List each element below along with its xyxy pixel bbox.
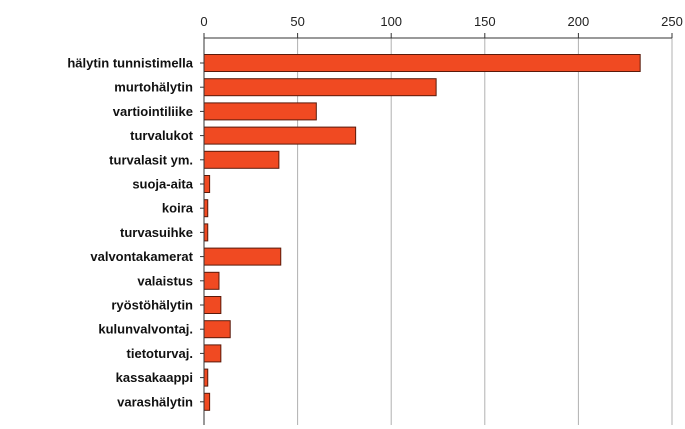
category-label: suoja-aita: [132, 177, 193, 192]
axes: [200, 33, 673, 425]
bar: [203, 368, 209, 387]
category-labels: hälytin tunnistimella murtohälytin vartioi…: [67, 56, 193, 410]
category-label: turvasuihke: [120, 225, 193, 240]
bar: [203, 296, 222, 314]
x-tick-labels: 0 50 100 150 200 250: [200, 14, 682, 29]
bars: [203, 54, 641, 411]
category-label: ryöstöhälytin: [111, 298, 193, 313]
category-label: valvontakamerat: [90, 249, 193, 264]
x-tick-label: 150: [474, 14, 496, 29]
bar: [203, 78, 437, 97]
category-label: koira: [162, 201, 194, 216]
bar: [203, 344, 222, 363]
category-label: kassakaappi: [116, 370, 193, 385]
bar: [203, 392, 211, 411]
category-label: tietoturvaj.: [127, 346, 193, 361]
bar: [203, 271, 220, 290]
category-label: turvalasit ym.: [109, 152, 193, 167]
category-label: kulunvalvontaj.: [98, 322, 193, 337]
grid-lines: [297, 38, 673, 425]
category-label: varashälytin: [117, 394, 193, 409]
bar: [203, 175, 211, 193]
x-tick-label: 0: [200, 14, 207, 29]
bar: [203, 247, 282, 266]
bar: [203, 223, 209, 242]
bar: [203, 320, 231, 339]
bar: [203, 199, 209, 218]
category-label: hälytin tunnistimella: [67, 56, 193, 71]
category-label: valaistus: [137, 273, 193, 288]
x-tick-label: 100: [380, 14, 402, 29]
bar: [203, 150, 280, 169]
x-tick-label: 200: [568, 14, 590, 29]
bar: [203, 126, 357, 145]
x-tick-label: 50: [290, 14, 304, 29]
bar: [203, 102, 317, 121]
category-label: vartiointiliike: [113, 104, 193, 119]
bar: [203, 54, 641, 72]
category-label: turvalukot: [130, 128, 194, 143]
category-label: murtohälytin: [114, 80, 193, 95]
x-tick-label: 250: [661, 14, 683, 29]
